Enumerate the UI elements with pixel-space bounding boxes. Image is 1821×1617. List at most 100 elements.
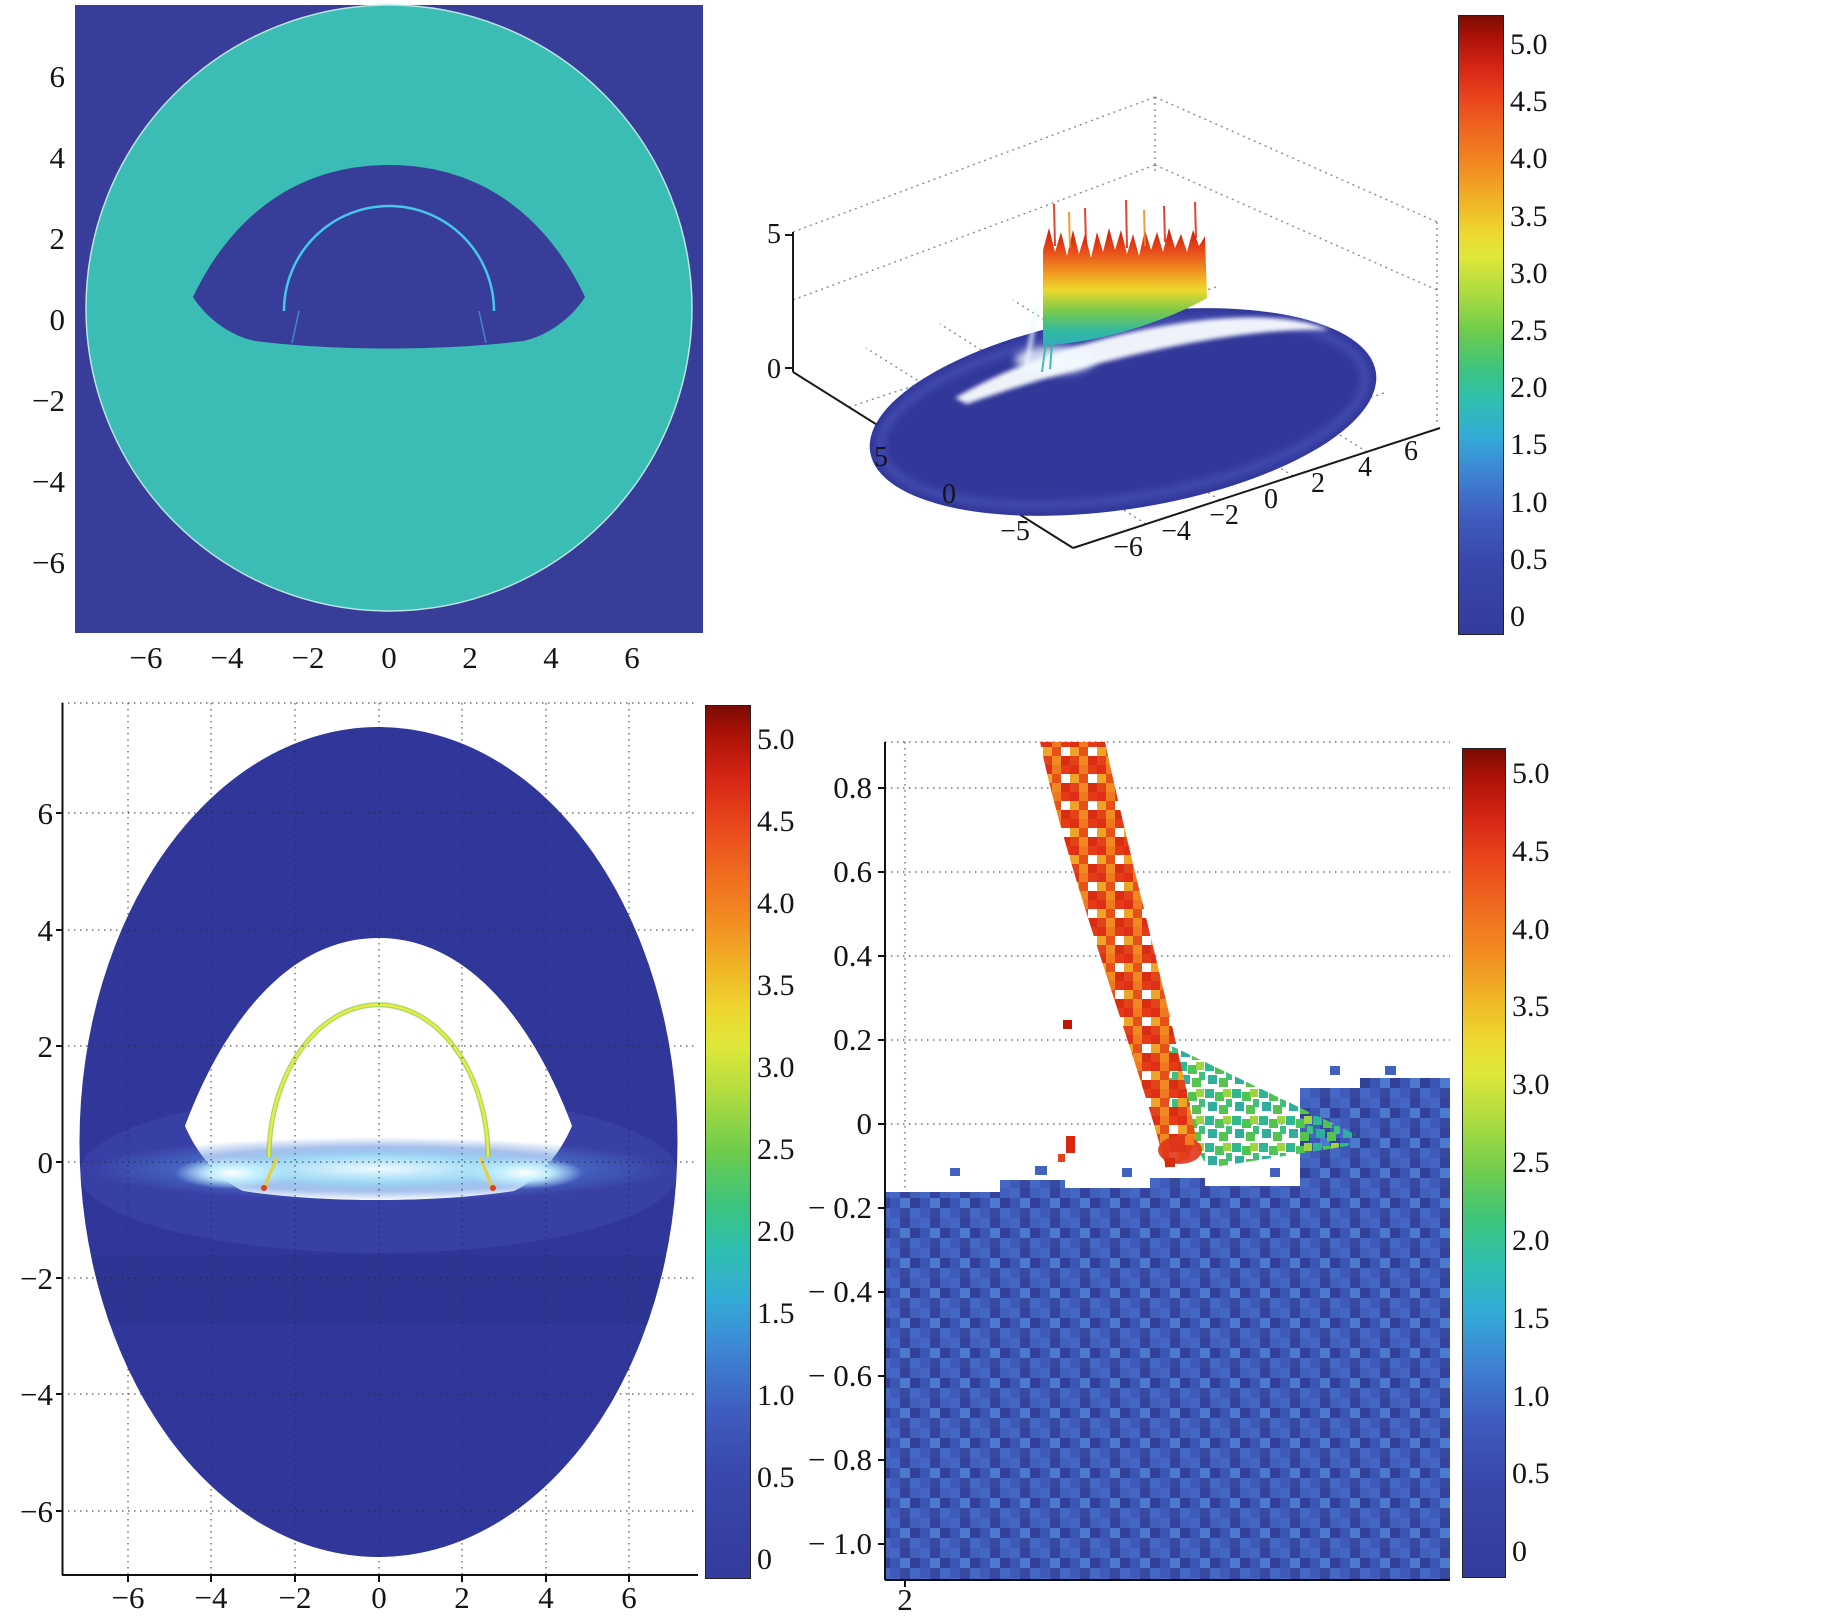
y-axis-tick-labels: 6 4 2 0 −2 −4 −6 (32, 59, 65, 580)
tick-label: 6 (624, 640, 640, 675)
green-fan-shape (1155, 1038, 1355, 1168)
z-axis-tick-labels: 5 0 (767, 219, 781, 385)
panel-top-right: 5 0 5 0 −5 −6 −4 −2 0 2 4 6 (755, 0, 1455, 660)
axes (56, 703, 698, 1582)
x-axis-tick-labels: −6 −4 −2 0 2 4 6 (112, 1580, 637, 1615)
tick-label: 2 (462, 640, 478, 675)
panel-bottom-right: 0.8 0.6 0.4 0.2 0 − 0.2 − 0.4 − 0.6 − 0.… (800, 738, 1460, 1617)
tick-label: 0.8 (833, 770, 872, 805)
colorbar-tick-label: 2.0 (1510, 371, 1548, 404)
colorbar-tick-label: 3.0 (757, 1051, 795, 1084)
colorbar-tick-label: 4.0 (1512, 913, 1550, 946)
axes (878, 742, 1450, 1587)
tick-label: −4 (20, 1377, 53, 1412)
tick-label: 4 (38, 913, 54, 948)
zoom-streak-plot: 0.8 0.6 0.4 0.2 0 − 0.2 − 0.4 − 0.6 − 0.… (808, 741, 1450, 1617)
colorbar-tick-label: 5.0 (1512, 757, 1550, 790)
colorbar-tick-label: 4.0 (1510, 142, 1548, 175)
colorbar-bottom-right-labels: 5.0 4.5 4.0 3.5 3.0 2.5 2.0 1.5 1.0 0.5 … (1512, 748, 1592, 1576)
surface3d-plot: 5 0 5 0 −5 −6 −4 −2 0 2 4 6 (767, 96, 1441, 563)
ridge-wall-shape (1024, 199, 1207, 373)
tick-label: 2 (454, 1580, 470, 1610)
colorbar-tick-label: 5.0 (1510, 28, 1548, 61)
photon-arc-shape (282, 204, 496, 312)
tick-label: 6 (38, 796, 54, 831)
panel-top-left: −6 −4 −2 0 2 4 6 6 4 2 0 −2 −4 −6 (15, 0, 715, 690)
tick-label: − 1.0 (808, 1526, 872, 1561)
tick-label: 5 (874, 442, 888, 473)
colorbar-bottom-left (705, 705, 751, 1579)
tick-label: 4 (543, 640, 559, 675)
tick-label: −2 (20, 1261, 53, 1296)
colorbar-tick-label: 4.5 (1510, 85, 1548, 118)
colorbar-tick-label: 3.5 (1510, 200, 1548, 233)
colorbar-tick-label: 0 (1510, 600, 1525, 633)
colorbar-tick-label: 4.0 (757, 887, 795, 920)
colorbar-tick-label: 0 (1512, 1535, 1527, 1568)
tick-label: 0 (857, 1106, 873, 1141)
tick-label: −4 (211, 640, 244, 675)
colorbar-tick-label: 5.0 (757, 723, 795, 756)
tick-label: − 0.8 (808, 1442, 872, 1477)
colorbar-tick-label: 1.5 (1510, 428, 1548, 461)
heatmap-shapes (885, 742, 1450, 1580)
tick-label: −4 (1161, 516, 1191, 547)
isolated-red-pixel (1063, 1020, 1072, 1029)
panel-bottom-left: −6 −4 −2 0 2 4 6 6 4 2 0 −2 −4 −6 (15, 695, 705, 1615)
colorbar-tick-label: 2.0 (1512, 1224, 1550, 1257)
colorbar-tick-label: 4.5 (1512, 835, 1550, 868)
tick-label: −4 (32, 464, 65, 499)
colorbar-tick-label: 1.0 (757, 1379, 795, 1412)
tick-label: − 0.2 (808, 1190, 872, 1225)
intensity-map-plot: −6 −4 −2 0 2 4 6 6 4 2 0 −2 −4 −6 (20, 702, 698, 1615)
tick-label: 6 (50, 59, 66, 94)
colorbar-tick-label: 2.5 (1512, 1146, 1550, 1179)
lensing-gap-shape (955, 317, 1329, 404)
tick-label: 4 (1358, 452, 1372, 483)
colorbar-bottom-left-labels: 5.0 4.5 4.0 3.5 3.0 2.5 2.0 1.5 1.0 0.5 … (757, 705, 837, 1577)
colorbar-tick-label: 0.5 (1510, 543, 1548, 576)
tick-label: −2 (279, 1580, 312, 1610)
tick-label: 4 (538, 1580, 554, 1610)
floor-speckles (950, 1066, 1396, 1177)
tick-label: 6 (1404, 436, 1418, 467)
colorbar-top-right (1458, 15, 1504, 635)
x-axis-tick-labels: −6 −4 −2 0 2 4 6 (1113, 436, 1418, 563)
colorbar-tick-label: 4.5 (757, 805, 795, 838)
colorbar-tick-label: 3.5 (757, 969, 795, 1002)
colorbar-tick-label: 0.5 (757, 1461, 795, 1494)
colorbar-tick-label: 3.0 (1510, 257, 1548, 290)
tick-label: 2 (38, 1029, 54, 1064)
tick-label: 5 (767, 219, 781, 250)
tick-label: 0 (38, 1145, 54, 1180)
tick-label: 2 (50, 221, 66, 256)
tick-label: −6 (1113, 532, 1143, 563)
noise-floor-shape (885, 1078, 1450, 1580)
shadow-dome-shape (193, 165, 585, 349)
y-axis-tick-labels: 6 4 2 0 −2 −4 −6 (20, 796, 53, 1529)
colorbar-tick-label: 0.5 (1512, 1457, 1550, 1490)
tick-label: 0 (1264, 484, 1278, 515)
shadow-map-plot: −6 −4 −2 0 2 4 6 6 4 2 0 −2 −4 −6 (32, 4, 703, 675)
colorbar-top-right-labels: 5.0 4.5 4.0 3.5 3.0 2.5 2.0 1.5 1.0 0.5 … (1510, 15, 1590, 635)
tick-label: −6 (32, 545, 65, 580)
y-axis-tick-labels: 5 0 −5 (874, 442, 1030, 547)
colorbar-tick-label: 1.5 (1512, 1302, 1550, 1335)
tick-label: 4 (50, 140, 66, 175)
tick-label: − 0.4 (808, 1274, 872, 1309)
tick-label: 0 (371, 1580, 387, 1610)
tick-label: −2 (32, 383, 65, 418)
heatmap-shapes (75, 4, 703, 633)
gridlines (62, 702, 698, 1575)
tick-label: 0 (942, 479, 956, 510)
x-axis-tick-labels: 2 (897, 1582, 913, 1617)
tick-label: 0 (381, 640, 397, 675)
tick-label: −6 (20, 1494, 53, 1529)
tick-label: −6 (112, 1580, 145, 1610)
colorbar-tick-label: 3.0 (1512, 1068, 1550, 1101)
colorbar-tick-label: 1.0 (1512, 1380, 1550, 1413)
y-axis-tick-labels: 0.8 0.6 0.4 0.2 0 − 0.2 − 0.4 − 0.6 − 0.… (808, 770, 872, 1561)
tick-label: −4 (195, 1580, 228, 1610)
isolated-red-pixel (1066, 1136, 1075, 1153)
tick-label: −5 (1000, 516, 1030, 547)
